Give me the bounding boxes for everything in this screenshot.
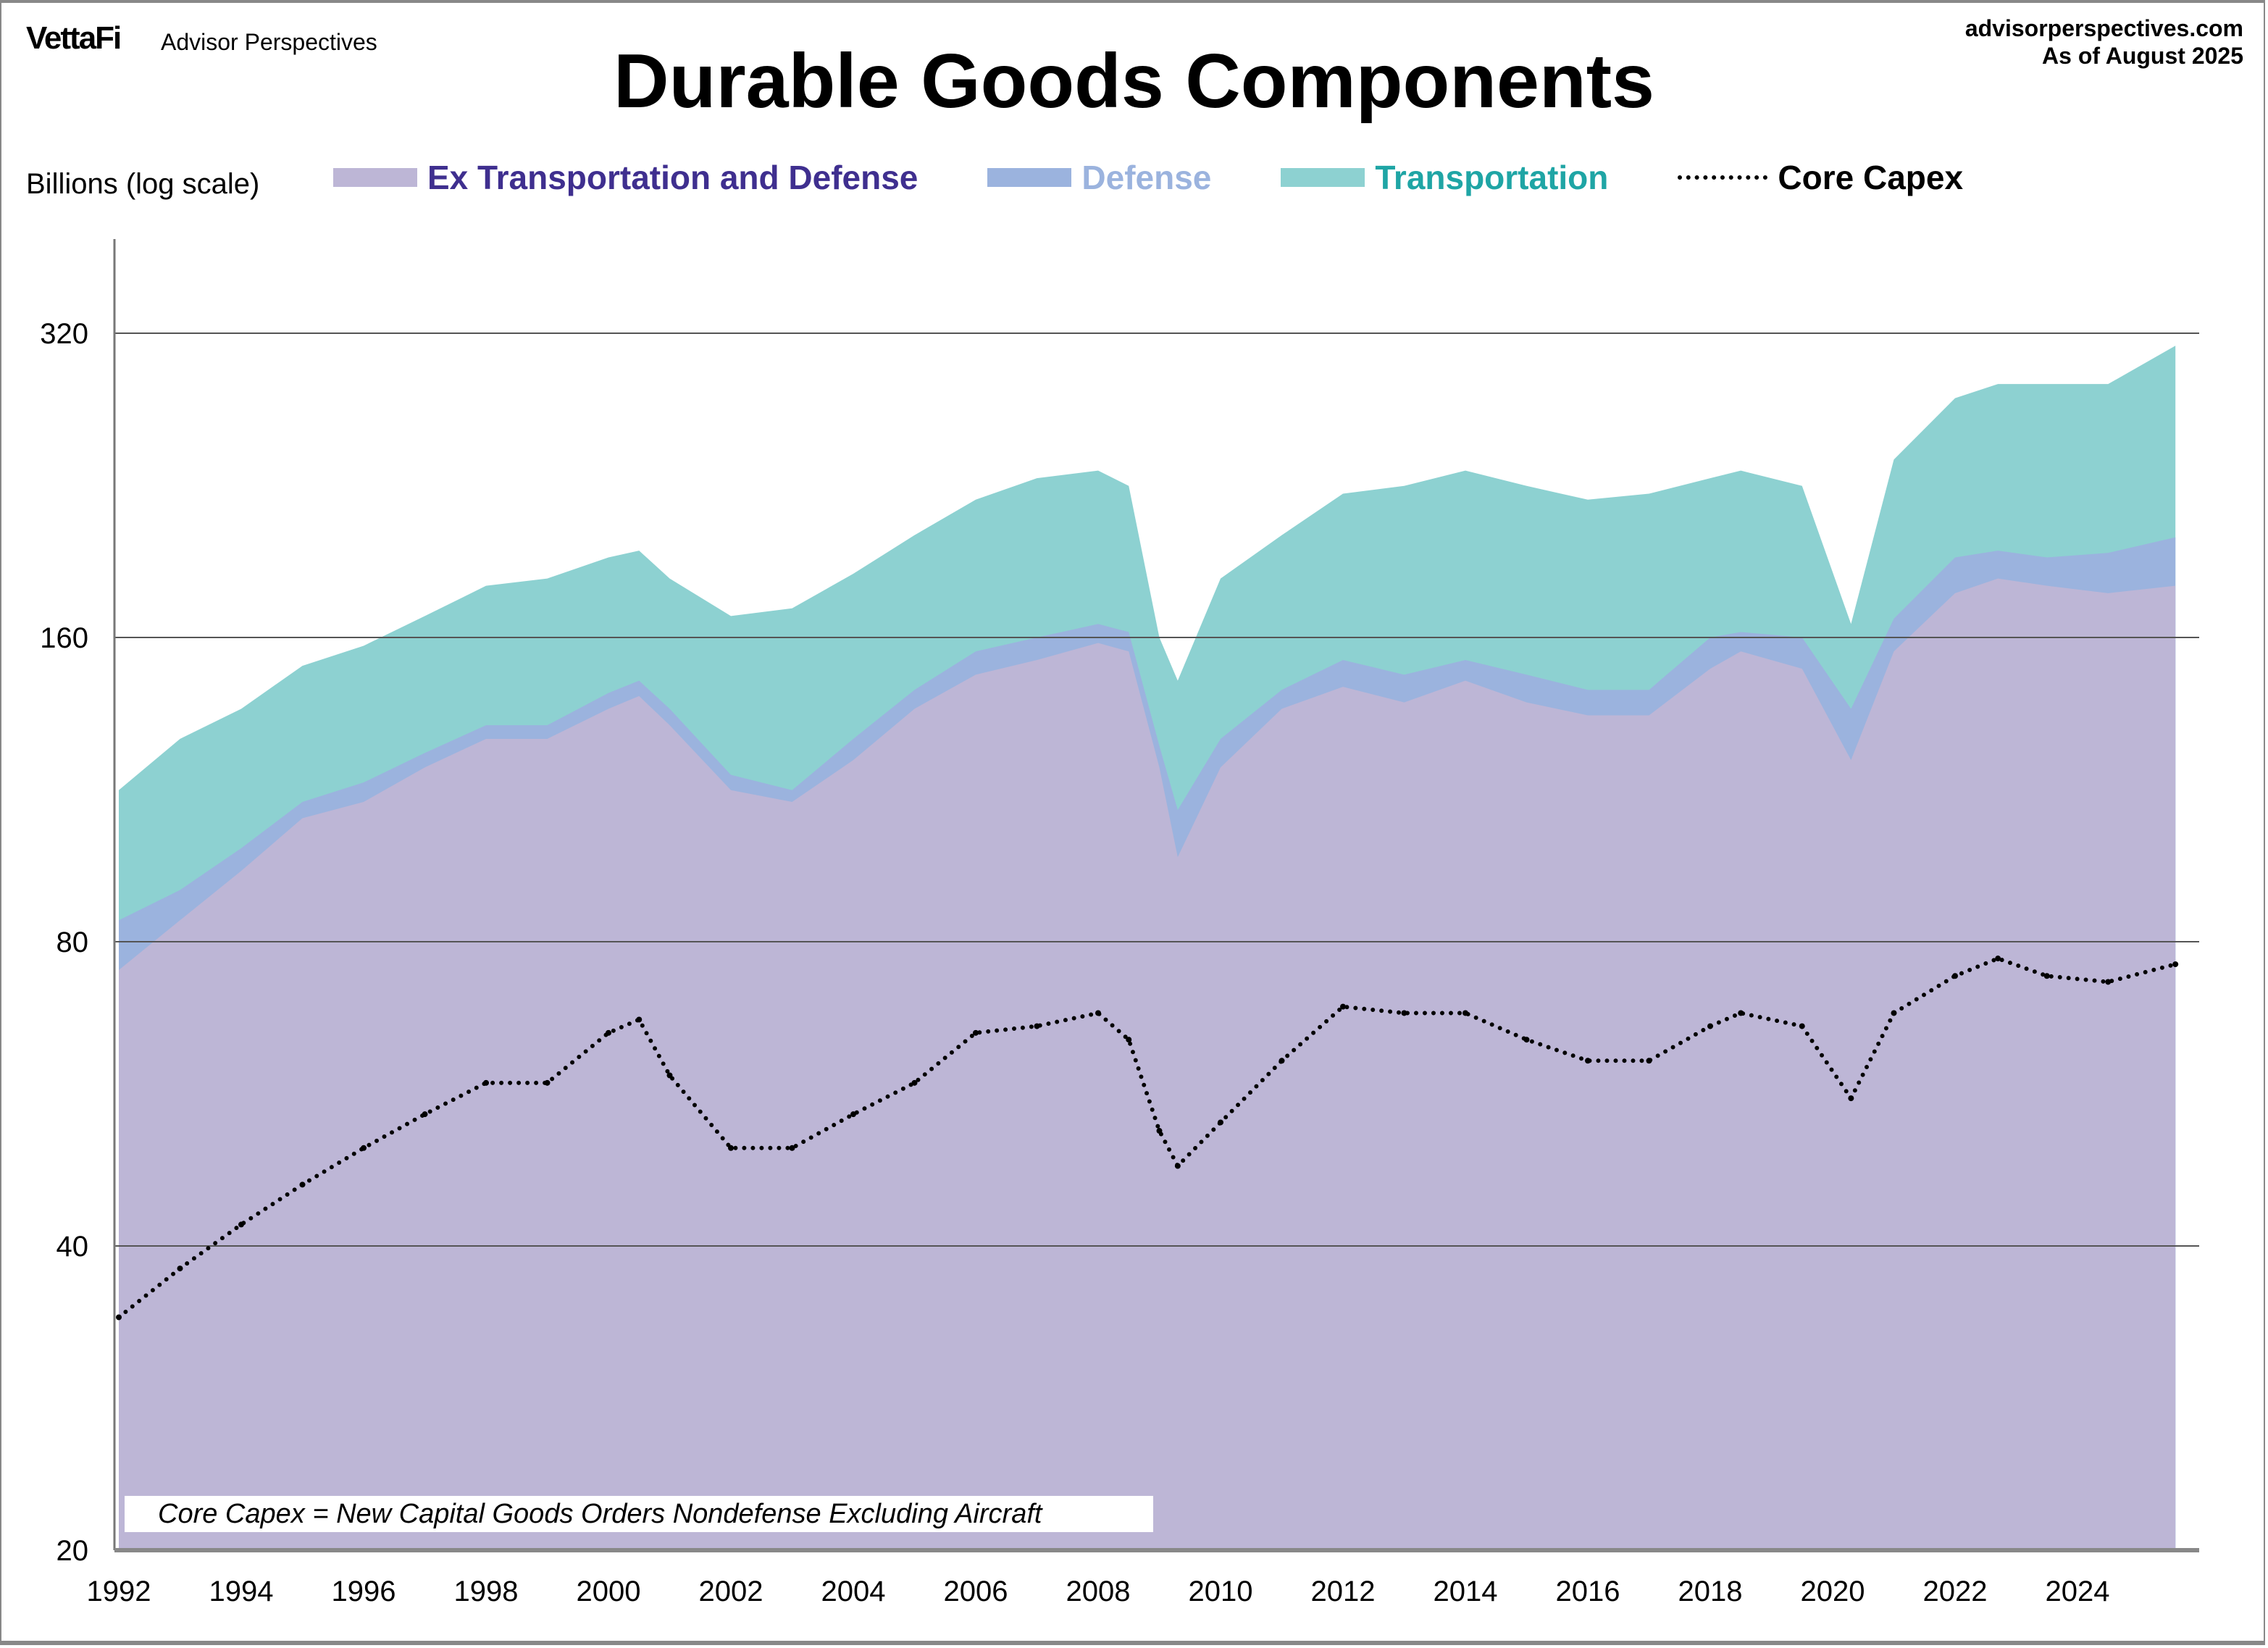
- x-tick-label: 2022: [1923, 1576, 1988, 1607]
- core-capex-point: [850, 1111, 856, 1118]
- core-capex-point: [1095, 1010, 1101, 1016]
- y-tick-label: 40: [57, 1231, 89, 1263]
- core-capex-point: [666, 1072, 673, 1079]
- core-capex-point: [1174, 1163, 1181, 1169]
- core-capex-point: [1891, 1010, 1897, 1016]
- core-capex-point: [728, 1145, 734, 1151]
- core-capex-point: [544, 1079, 551, 1086]
- legend-dotted-line: [1678, 175, 1768, 180]
- legend-item-core-capex: Core Capex: [1678, 158, 1963, 197]
- core-capex-point: [1126, 1037, 1132, 1043]
- legend-item-defense: Defense: [987, 158, 1211, 197]
- core-capex-point: [606, 1029, 611, 1036]
- x-tick-label: 2006: [944, 1576, 1008, 1607]
- core-capex-point: [1707, 1023, 1713, 1029]
- x-tick-label: 2012: [1311, 1576, 1376, 1607]
- core-capex-point: [1523, 1037, 1530, 1043]
- x-tick-label: 2010: [1189, 1576, 1253, 1607]
- core-capex-point: [1738, 1010, 1744, 1016]
- core-capex-point: [2172, 961, 2179, 968]
- core-capex-point: [1646, 1058, 1652, 1064]
- x-tick-label: 2024: [2046, 1576, 2110, 1607]
- x-tick-label: 1992: [87, 1576, 151, 1607]
- vettafi-logo: VettaFi: [26, 20, 122, 56]
- core-capex-point: [299, 1181, 306, 1188]
- logo-subtitle: Advisor Perspectives: [161, 29, 377, 55]
- core-capex-point: [1340, 1003, 1346, 1010]
- as-of-date: As of August 2025: [2042, 43, 2243, 69]
- footnote: Core Capex = New Capital Goods Orders No…: [125, 1496, 1153, 1532]
- core-capex-point: [2043, 973, 2050, 979]
- core-capex-point: [422, 1111, 428, 1118]
- legend-label: Ex Transportation and Defense: [427, 159, 919, 196]
- x-tick-label: 1998: [454, 1576, 519, 1607]
- core-capex-point: [177, 1266, 183, 1272]
- core-capex-point: [636, 1016, 643, 1023]
- legend-label: Core Capex: [1778, 159, 1964, 196]
- legend-item-ex-transportation-defense: Ex Transportation and Defense: [333, 158, 918, 197]
- x-tick-label: 2018: [1678, 1576, 1743, 1607]
- x-tick-label: 2014: [1434, 1576, 1498, 1607]
- y-tick-label: 320: [40, 318, 88, 350]
- x-tick-label: 2000: [577, 1576, 641, 1607]
- core-capex-point: [1995, 955, 2001, 962]
- core-capex-point: [1034, 1023, 1040, 1029]
- legend: Ex Transportation and Defense Defense Tr…: [333, 158, 2033, 197]
- x-tick-label: 1994: [209, 1576, 274, 1607]
- legend-label: Defense: [1081, 159, 1212, 196]
- legend-label: Transportation: [1375, 159, 1609, 196]
- core-capex-point: [911, 1079, 918, 1086]
- core-capex-point: [973, 1029, 979, 1036]
- x-tick-label: 2016: [1556, 1576, 1620, 1607]
- area-ex-transportation-defense: [119, 578, 2176, 1550]
- x-tick-label: 2002: [699, 1576, 763, 1607]
- core-capex-point: [238, 1221, 244, 1228]
- y-axis-label: Billions (log scale): [26, 168, 260, 200]
- legend-swatch: [333, 168, 417, 187]
- legend-item-transportation: Transportation: [1281, 158, 1608, 197]
- core-capex-point: [1463, 1010, 1468, 1016]
- y-tick-label: 160: [40, 622, 88, 654]
- x-tick-label: 2004: [821, 1576, 886, 1607]
- core-capex-point: [116, 1314, 122, 1321]
- core-capex-point: [1279, 1058, 1285, 1064]
- x-tick-label: 2020: [1801, 1576, 1865, 1607]
- source-info: advisorperspectives.com As of August 202…: [1965, 14, 2243, 70]
- core-capex-point: [361, 1145, 367, 1151]
- core-capex-point: [789, 1145, 795, 1151]
- y-tick-label: 20: [57, 1535, 89, 1567]
- chart-title: Durable Goods Components: [614, 38, 1654, 124]
- core-capex-point: [1156, 1128, 1163, 1134]
- core-capex-point: [1952, 973, 1958, 979]
- core-capex-point: [1585, 1058, 1591, 1064]
- core-capex-point: [1401, 1010, 1407, 1016]
- y-tick-label: 80: [57, 927, 89, 958]
- core-capex-point: [1848, 1095, 1854, 1102]
- site-url: advisorperspectives.com: [1964, 15, 2243, 41]
- x-tick-label: 1996: [332, 1576, 396, 1607]
- core-capex-point: [1799, 1023, 1805, 1029]
- core-capex-point: [2105, 979, 2112, 985]
- x-tick-label: 2008: [1066, 1576, 1131, 1607]
- core-capex-point: [483, 1079, 489, 1086]
- core-capex-point: [1218, 1119, 1223, 1126]
- legend-swatch: [1281, 168, 1365, 187]
- legend-swatch: [987, 168, 1072, 187]
